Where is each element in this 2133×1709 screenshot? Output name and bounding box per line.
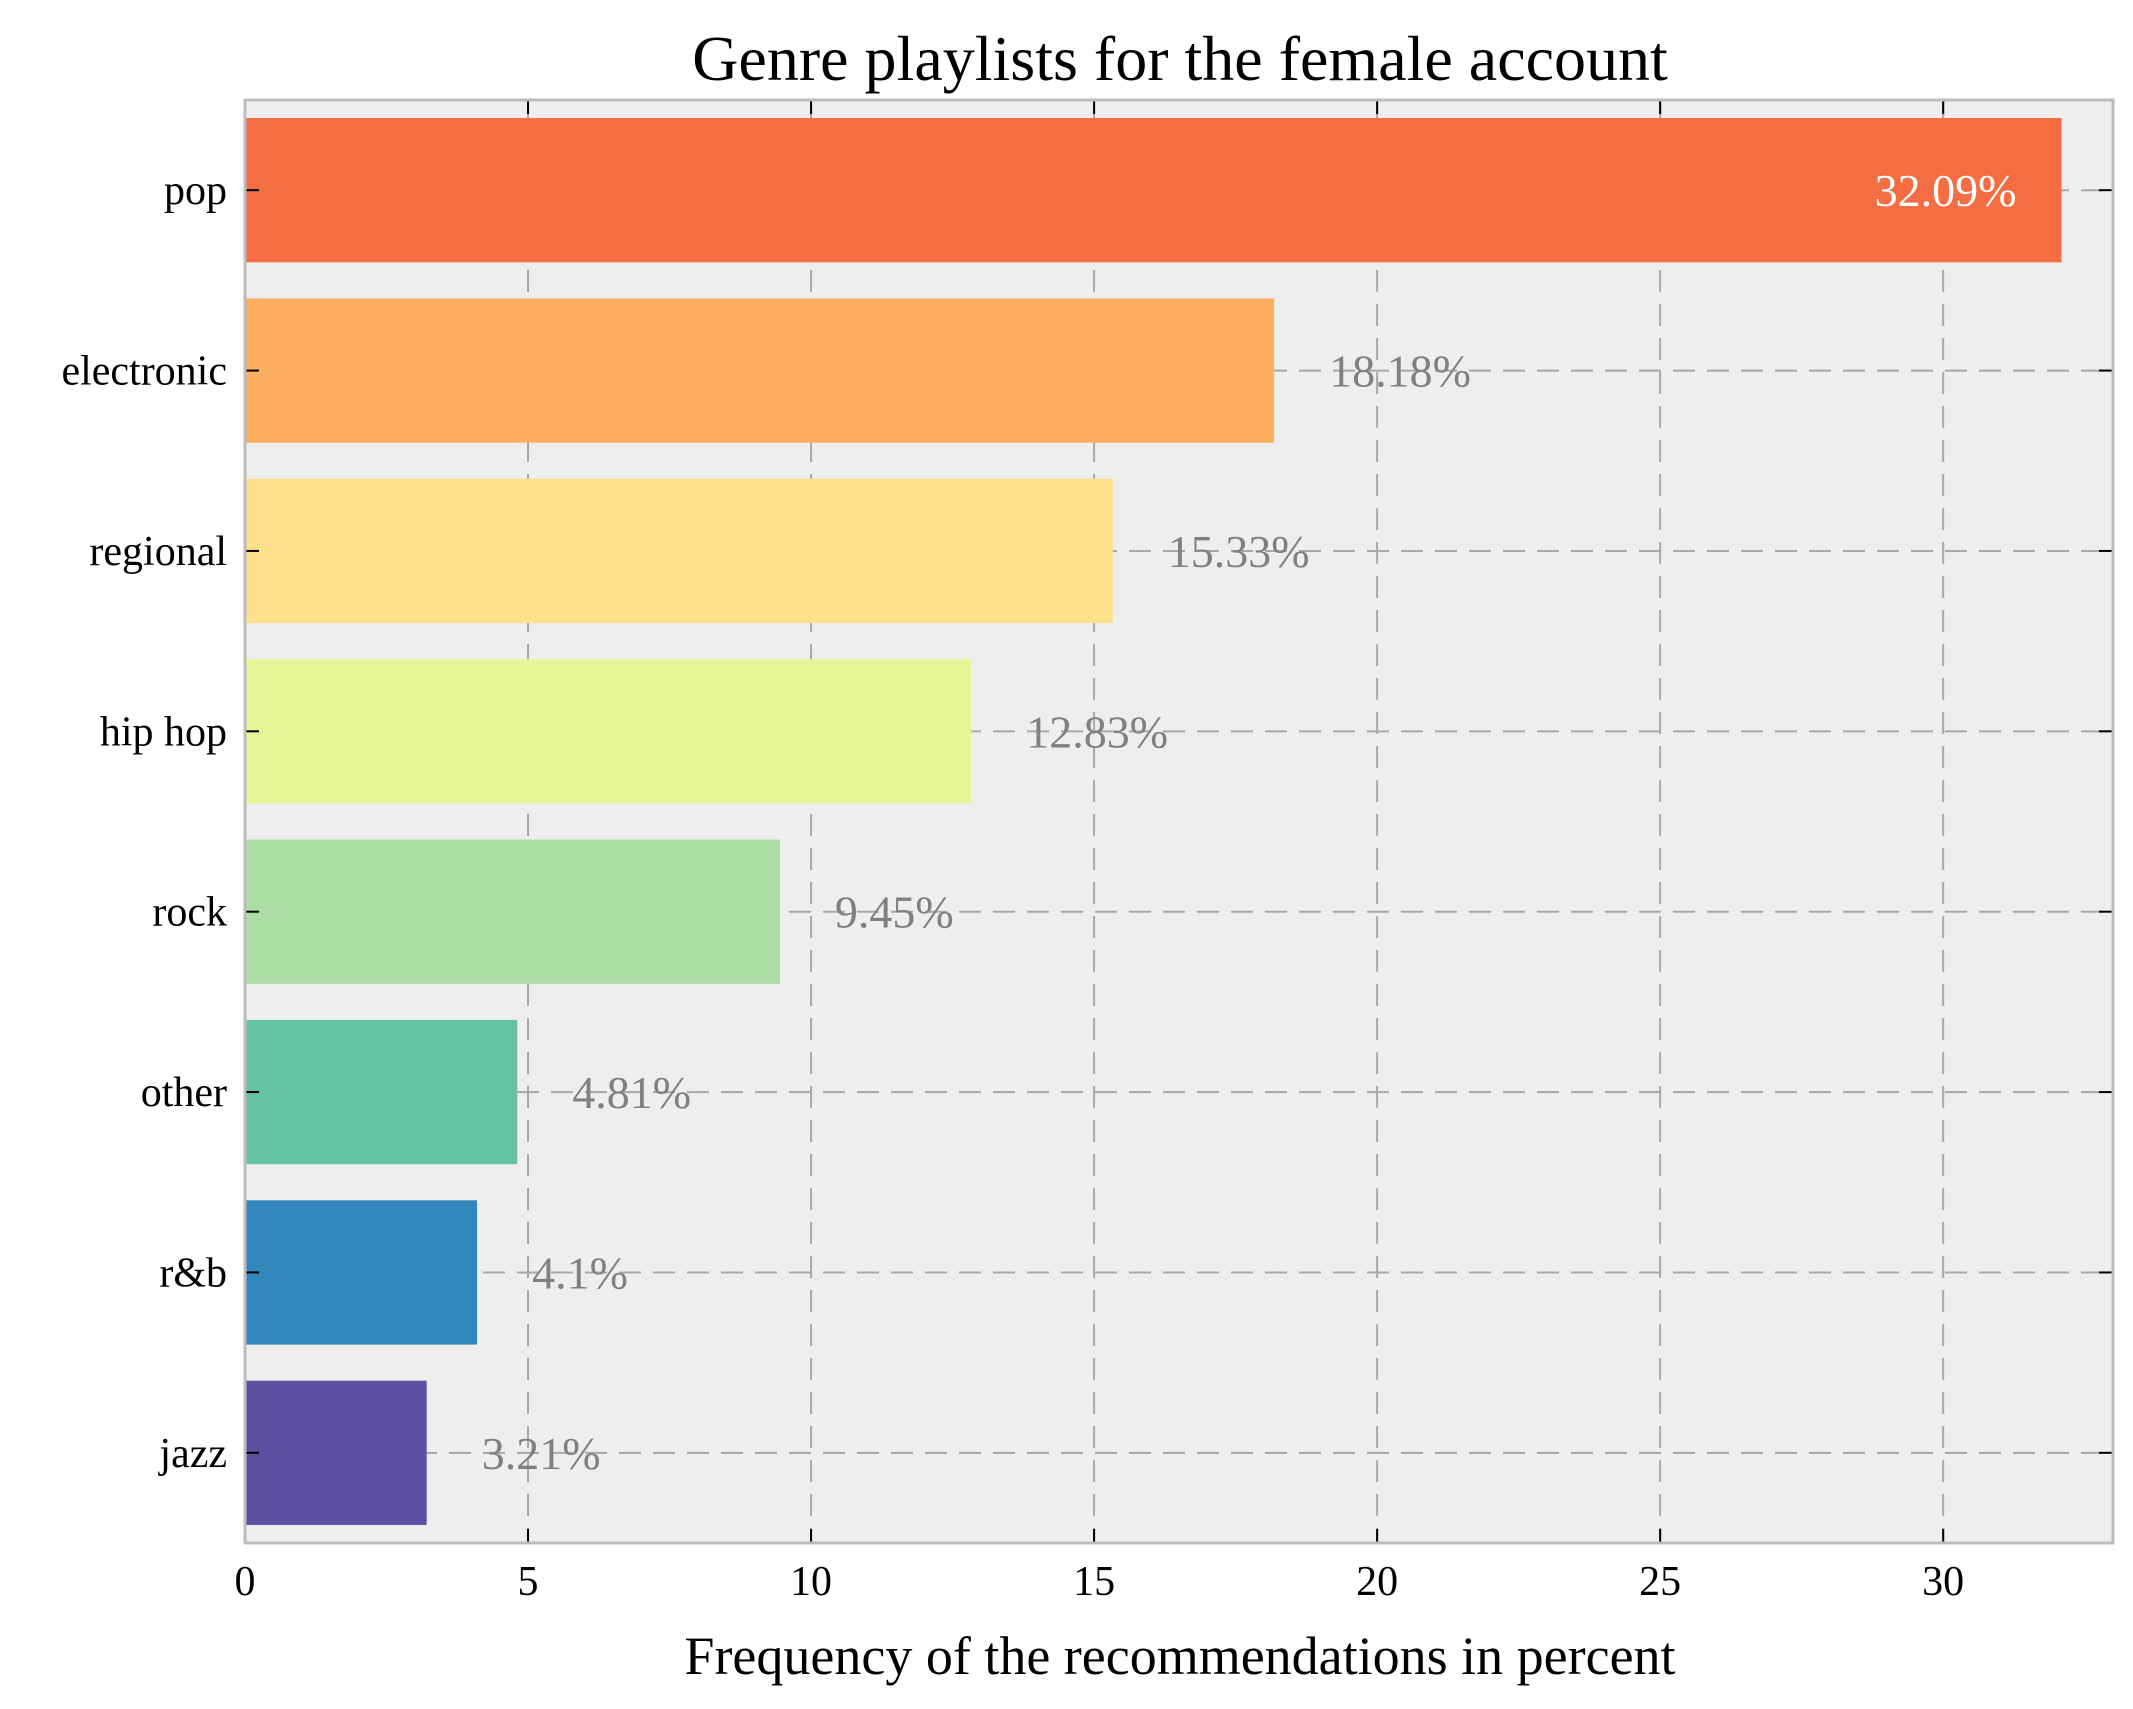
bar-electronic bbox=[245, 298, 1275, 443]
y-tick-label-electronic: electronic bbox=[61, 349, 227, 395]
chart-title: Genre playlists for the female account bbox=[692, 23, 1668, 94]
x-tick-label-25: 25 bbox=[1639, 1559, 1681, 1605]
y-tick-label-r-b: r&b bbox=[159, 1250, 227, 1296]
data-label-r-b: 4.1% bbox=[532, 1247, 628, 1298]
x-tick-label-0: 0 bbox=[235, 1559, 256, 1605]
data-label-pop: 32.09% bbox=[1875, 165, 2017, 216]
bar-other bbox=[245, 1019, 518, 1165]
labels: 0 5 10 15 20 25 30 pop 32.09% electronic 18.18% reg… bbox=[61, 165, 2016, 1605]
x-tick-label-30: 30 bbox=[1922, 1559, 1964, 1605]
plot-frame bbox=[243, 98, 2115, 1545]
data-label-rock: 9.45% bbox=[835, 887, 954, 938]
y-tick-label-regional: regional bbox=[89, 529, 227, 575]
x-tick-label-15: 15 bbox=[1073, 1559, 1115, 1605]
bar-pop bbox=[245, 118, 2062, 263]
bar-hip-hop bbox=[245, 659, 972, 804]
bar-rock bbox=[245, 839, 780, 984]
bar-jazz bbox=[245, 1380, 427, 1525]
x-axis-label: Frequency of the recommendations in perc… bbox=[684, 1626, 1675, 1686]
x-tick-label-10: 10 bbox=[790, 1559, 832, 1605]
y-tick-label-hip-hop: hip hop bbox=[100, 709, 227, 755]
bars bbox=[245, 118, 2062, 1525]
bar-regional bbox=[245, 478, 1113, 624]
x-tick-label-20: 20 bbox=[1356, 1559, 1398, 1605]
bar-r-b bbox=[245, 1200, 478, 1345]
y-tick-label-other: other bbox=[141, 1070, 227, 1116]
data-label-other: 4.81% bbox=[572, 1067, 691, 1118]
data-label-regional: 15.33% bbox=[1168, 526, 1310, 577]
y-tick-label-rock: rock bbox=[152, 890, 227, 936]
data-label-jazz: 3.21% bbox=[482, 1428, 601, 1479]
x-tick-label-5: 5 bbox=[518, 1559, 539, 1605]
y-tick-label-pop: pop bbox=[164, 168, 227, 214]
data-label-electronic: 18.18% bbox=[1329, 346, 1471, 397]
y-tick-label-jazz: jazz bbox=[157, 1431, 227, 1477]
data-label-hip-hop: 12.83% bbox=[1026, 706, 1168, 757]
